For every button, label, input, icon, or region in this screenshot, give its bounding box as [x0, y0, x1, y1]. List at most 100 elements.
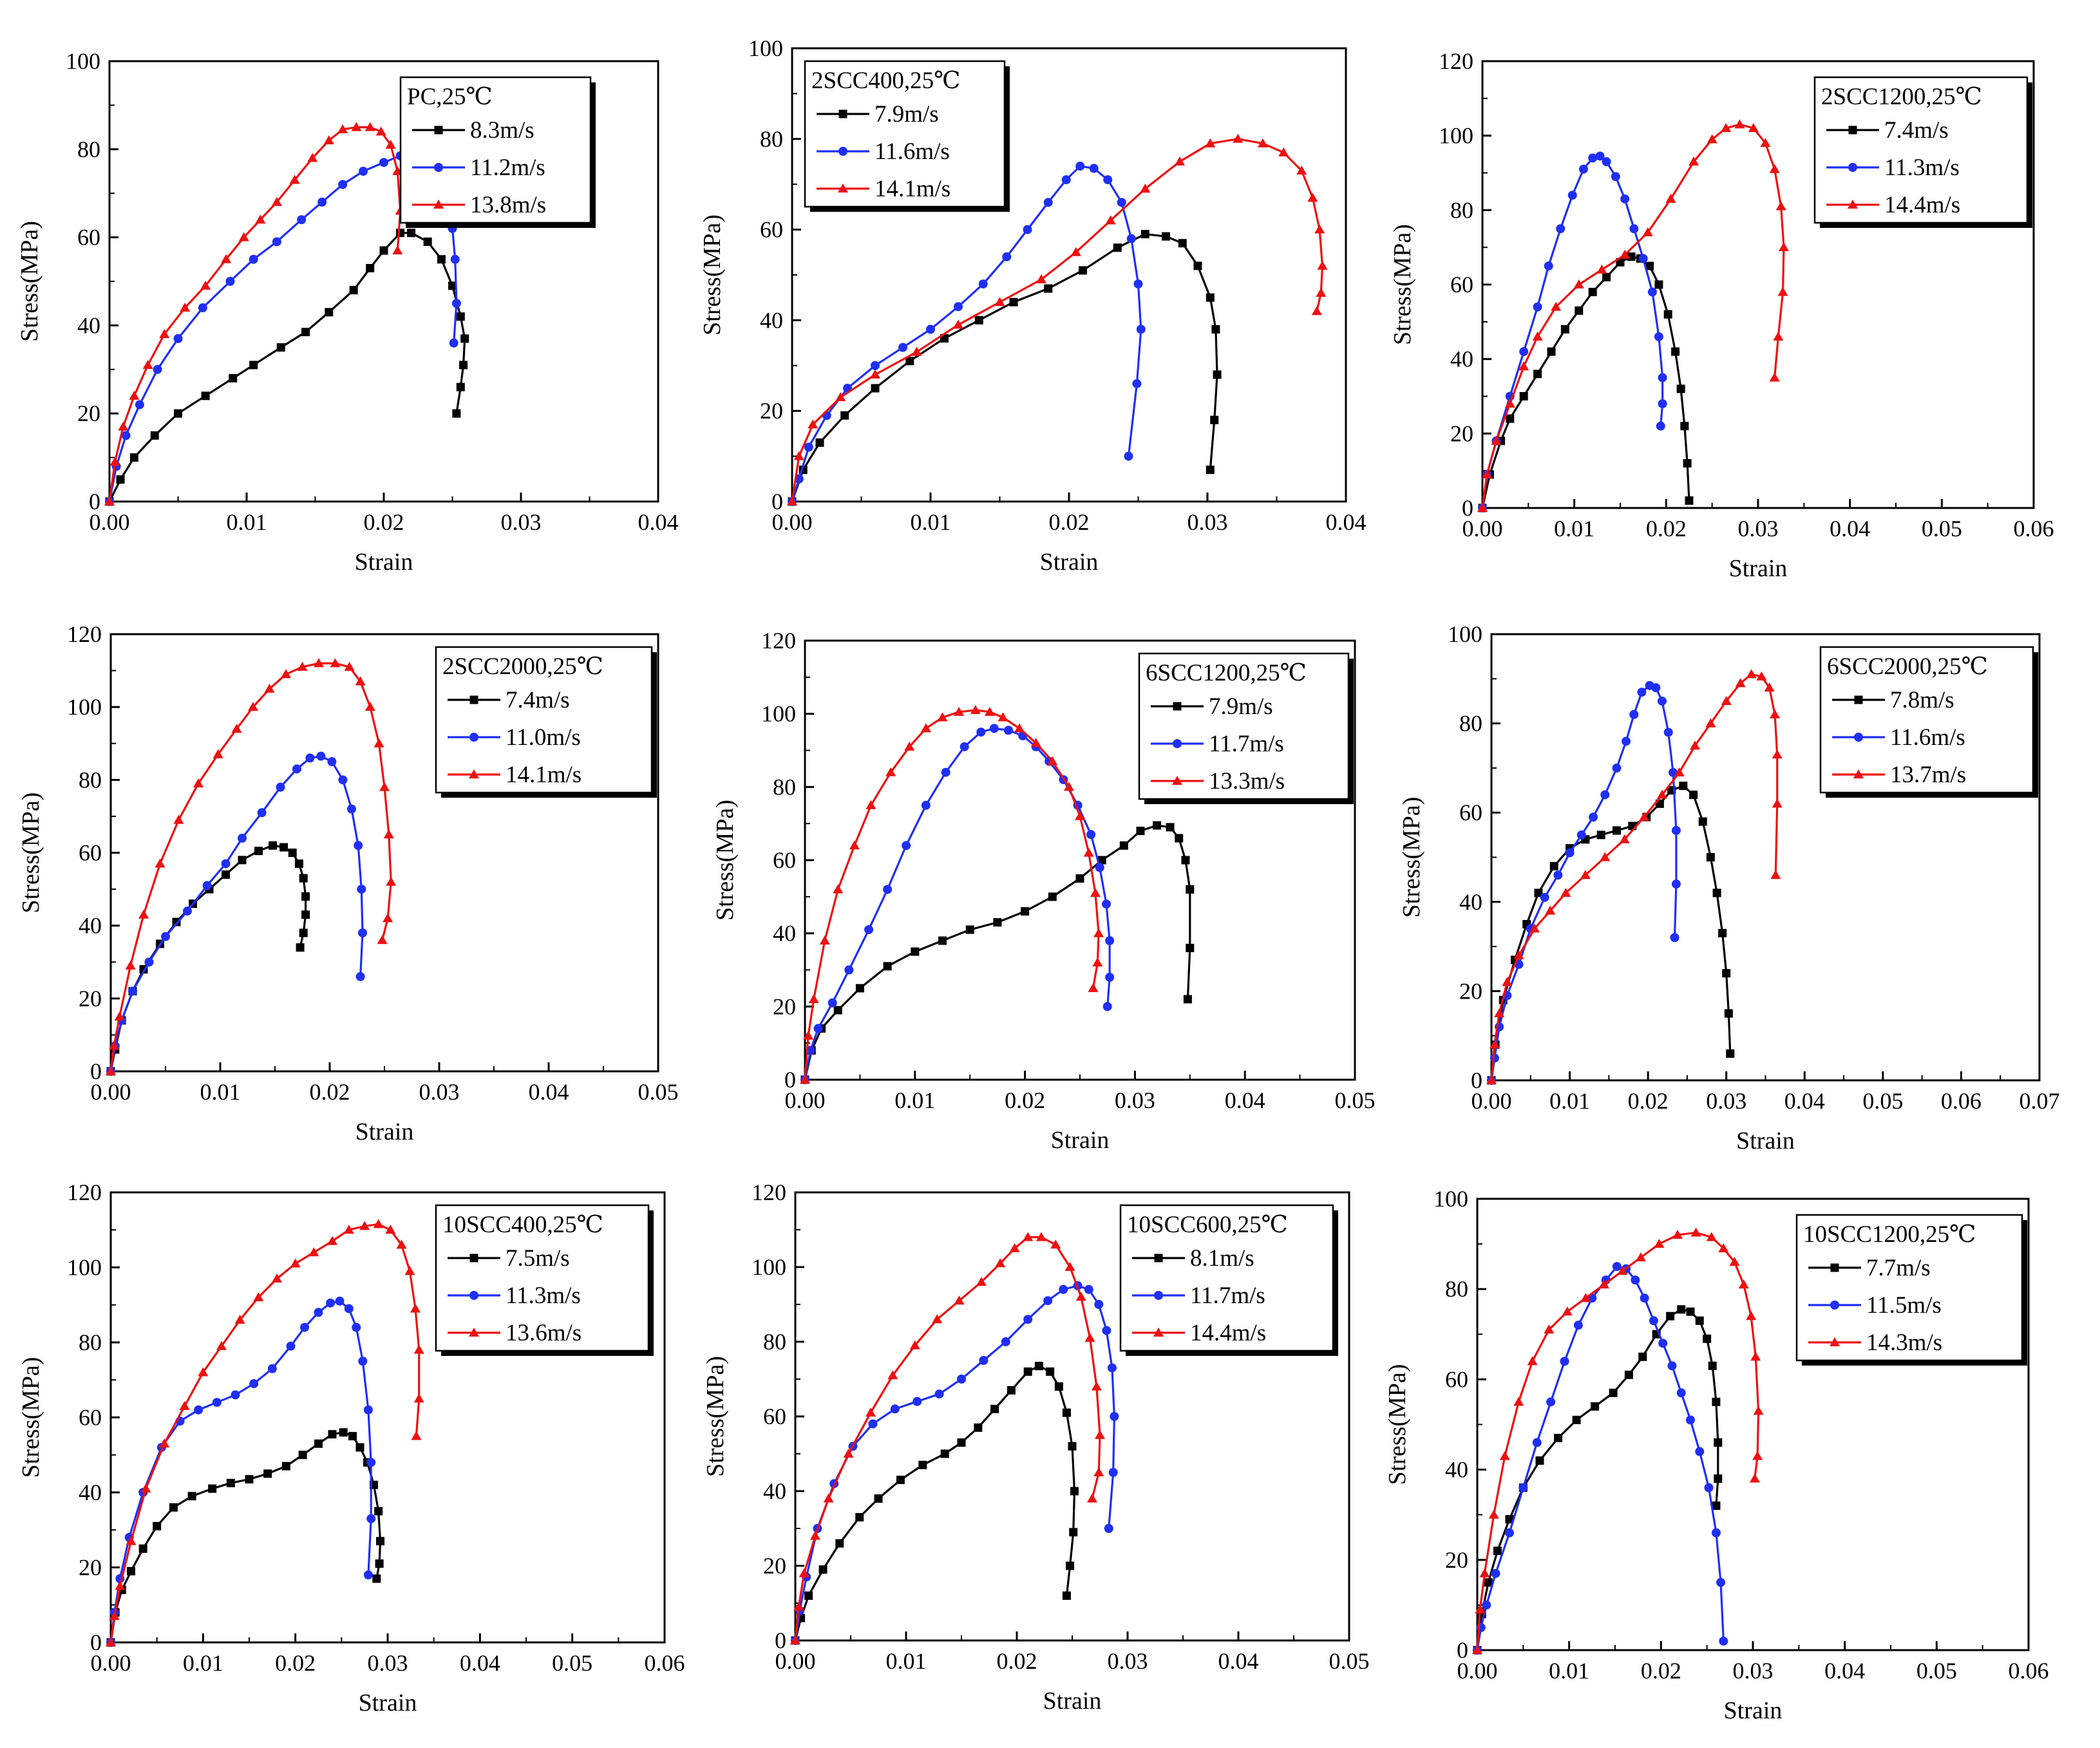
- data-point: [1654, 1239, 1665, 1248]
- data-point: [198, 1367, 209, 1377]
- data-point: [338, 180, 348, 189]
- series-line: [1490, 784, 1732, 1081]
- data-point: [238, 856, 247, 865]
- data-point: [1046, 1367, 1055, 1376]
- series-1: [800, 821, 1195, 1084]
- data-point: [363, 1570, 373, 1580]
- data-point: [1638, 1352, 1647, 1361]
- data-point: [338, 775, 348, 785]
- y-tick-label: 0: [784, 1067, 796, 1093]
- data-point: [1094, 1300, 1104, 1309]
- data-point: [1153, 1328, 1164, 1337]
- data-point: [1101, 899, 1111, 909]
- data-point: [1663, 728, 1673, 737]
- data-point: [1666, 1311, 1675, 1320]
- x-tick-label: 0.02: [1049, 509, 1090, 535]
- legend-label: 11.0m/s: [506, 724, 581, 751]
- data-point: [326, 1298, 336, 1308]
- legend-title: PC,25℃: [407, 84, 493, 110]
- data-point: [226, 1478, 235, 1487]
- series-line: [1476, 1308, 1719, 1651]
- x-tick-label: 0.03: [1733, 1658, 1774, 1684]
- x-tick-label: 0.04: [460, 1650, 500, 1676]
- data-point: [1105, 972, 1115, 982]
- data-point: [902, 841, 911, 851]
- data-point: [1105, 936, 1115, 946]
- data-point: [267, 1364, 277, 1373]
- legend: 2SCC400,25℃ 7.9m/s 11.6m/s 14.1m/s: [804, 60, 1010, 212]
- data-point: [1545, 905, 1556, 915]
- data-point: [976, 728, 986, 737]
- data-point: [335, 1296, 345, 1306]
- x-tick-label: 0.03: [1738, 516, 1779, 541]
- x-tick-label: 0.06: [645, 1650, 685, 1676]
- data-point: [1296, 165, 1307, 175]
- x-tick-label: 0.05: [1329, 1648, 1370, 1674]
- data-point: [1718, 1243, 1729, 1253]
- data-point: [1596, 831, 1605, 840]
- data-point: [314, 1439, 323, 1448]
- y-tick-label: 40: [79, 913, 102, 939]
- data-point: [1136, 827, 1145, 836]
- data-point: [407, 229, 416, 238]
- series-line: [794, 1284, 1115, 1641]
- x-axis-title: Strain: [1040, 549, 1099, 576]
- y-tick-label: 0: [775, 1628, 786, 1653]
- data-point: [1830, 1337, 1840, 1346]
- y-tick-label: 0: [89, 489, 100, 514]
- series-1: [791, 1362, 1079, 1645]
- data-point: [1043, 198, 1053, 207]
- chart-panel-1: 0.00 0.01 0.02 0.03 0.04 0 20 40 60 80 100 Strain St…: [16, 48, 679, 576]
- legend-label: 11.3m/s: [506, 1283, 581, 1309]
- data-point: [800, 1075, 810, 1084]
- data-point: [1034, 1362, 1043, 1371]
- data-point: [104, 496, 115, 505]
- data-point: [1854, 733, 1863, 742]
- data-point: [125, 960, 136, 970]
- data-point: [316, 751, 326, 761]
- y-tick-label: 0: [771, 489, 783, 514]
- data-point: [359, 167, 368, 176]
- data-point: [366, 1458, 376, 1467]
- data-point: [1211, 324, 1220, 334]
- x-tick-label: 0.05: [1862, 1088, 1903, 1114]
- data-point: [941, 767, 951, 777]
- x-tick-label: 0.05: [1335, 1087, 1376, 1113]
- data-point: [344, 661, 355, 671]
- data-point: [1645, 261, 1654, 270]
- data-point: [835, 1539, 844, 1548]
- data-point: [920, 723, 931, 733]
- data-point: [448, 281, 457, 290]
- data-point: [1317, 260, 1328, 270]
- data-point: [308, 1247, 319, 1257]
- data-point: [1210, 415, 1219, 424]
- x-tick-label: 0.00: [785, 1087, 826, 1113]
- legend-label: 7.9m/s: [875, 101, 939, 127]
- data-point: [221, 859, 231, 869]
- data-point: [1518, 361, 1529, 371]
- data-point: [1023, 1315, 1033, 1324]
- data-point: [1714, 1438, 1723, 1447]
- data-point: [1712, 1397, 1721, 1406]
- data-point: [1721, 123, 1732, 133]
- data-point: [1107, 1363, 1117, 1373]
- data-point: [1089, 164, 1099, 173]
- data-point: [871, 361, 880, 370]
- data-point: [1007, 1386, 1016, 1395]
- data-point: [174, 409, 182, 418]
- data-point: [1620, 249, 1631, 259]
- data-point: [355, 1443, 364, 1452]
- data-point: [449, 338, 459, 348]
- x-axis-title: Strain: [1724, 1697, 1783, 1724]
- data-point: [116, 475, 125, 484]
- data-point: [954, 302, 963, 312]
- data-point: [1181, 856, 1190, 865]
- data-point: [1113, 243, 1122, 252]
- data-point: [1602, 272, 1611, 281]
- data-point: [129, 453, 138, 462]
- data-point: [1173, 702, 1182, 711]
- series-3: [1477, 119, 1789, 512]
- series-3: [790, 1232, 1105, 1644]
- data-point: [1472, 1645, 1482, 1654]
- data-point: [1175, 834, 1184, 843]
